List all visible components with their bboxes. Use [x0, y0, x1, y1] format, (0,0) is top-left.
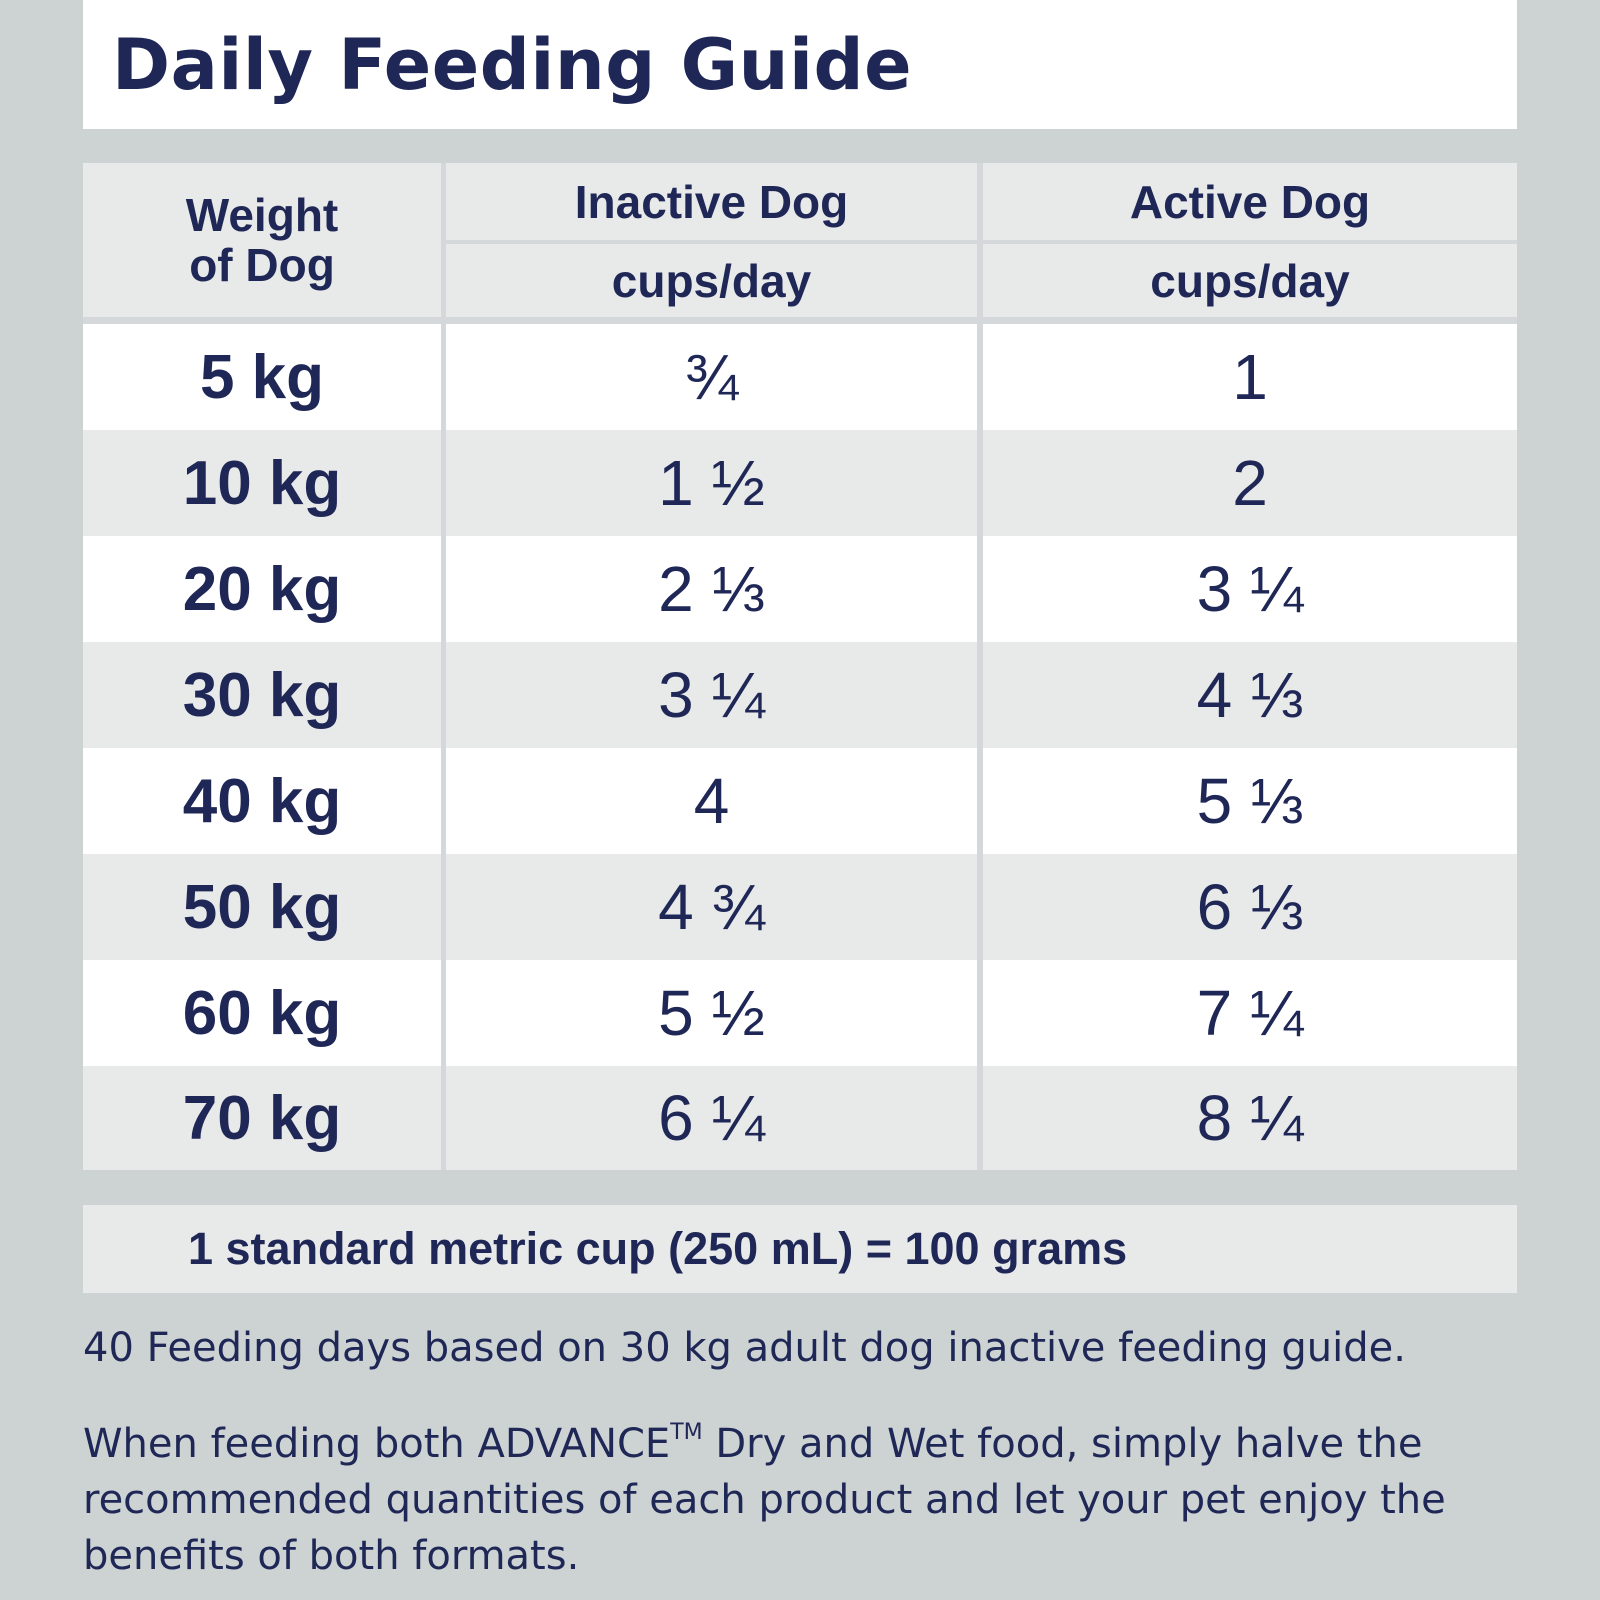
- row-5-active: 5 ⅓: [983, 748, 1517, 854]
- row-5-inactive: 4: [446, 748, 977, 854]
- row-2-active: 2: [983, 430, 1517, 536]
- mixed-feeding-note: When feeding both ADVANCETM Dry and Wet …: [83, 1405, 1533, 1584]
- row-7-weight: 60 kg: [83, 960, 441, 1066]
- row-4-active: 4 ⅓: [983, 642, 1517, 748]
- row-1-inactive: ¾: [446, 324, 977, 430]
- header-inactive-unit: cups/day: [446, 244, 977, 317]
- row-8-active: 8 ¼: [983, 1066, 1517, 1170]
- header-active: Active Dog: [983, 163, 1517, 240]
- row-3-active: 3 ¼: [983, 536, 1517, 642]
- row-6-weight: 50 kg: [83, 854, 441, 960]
- header-inactive: Inactive Dog: [446, 163, 977, 240]
- row-1-weight: 5 kg: [83, 324, 441, 430]
- row-6-active: 6 ⅓: [983, 854, 1517, 960]
- row-3-inactive: 2 ⅓: [446, 536, 977, 642]
- header-weight-line1: Weight: [186, 190, 338, 240]
- row-7-inactive: 5 ½: [446, 960, 977, 1066]
- row-3-weight: 20 kg: [83, 536, 441, 642]
- row-4-weight: 30 kg: [83, 642, 441, 748]
- row-1-active: 1: [983, 324, 1517, 430]
- header-weight-line2: of Dog: [189, 240, 335, 290]
- row-5-weight: 40 kg: [83, 748, 441, 854]
- row-4-inactive: 3 ¼: [446, 642, 977, 748]
- row-2-inactive: 1 ½: [446, 430, 977, 536]
- title-banner: Daily Feeding Guide: [83, 0, 1517, 129]
- row-8-weight: 70 kg: [83, 1066, 441, 1170]
- header-weight: Weight of Dog: [83, 163, 441, 317]
- cup-conversion-text: 1 standard metric cup (250 mL) = 100 gra…: [188, 1205, 1127, 1293]
- row-2-weight: 10 kg: [83, 430, 441, 536]
- cup-conversion-note: 1 standard metric cup (250 mL) = 100 gra…: [83, 1205, 1517, 1293]
- trademark-mark: TM: [670, 1420, 702, 1445]
- row-8-inactive: 6 ¼: [446, 1066, 977, 1170]
- page-title: Daily Feeding Guide: [112, 22, 912, 108]
- feeding-days-note: 40 Feeding days based on 30 kg adult dog…: [83, 1323, 1406, 1373]
- mixed-feeding-text-1: When feeding both ADVANCE: [83, 1421, 670, 1467]
- row-7-active: 7 ¼: [983, 960, 1517, 1066]
- row-6-inactive: 4 ¾: [446, 854, 977, 960]
- feeding-table: Weight of Dog Inactive Dog cups/day Acti…: [83, 163, 1517, 1170]
- header-active-unit: cups/day: [983, 244, 1517, 317]
